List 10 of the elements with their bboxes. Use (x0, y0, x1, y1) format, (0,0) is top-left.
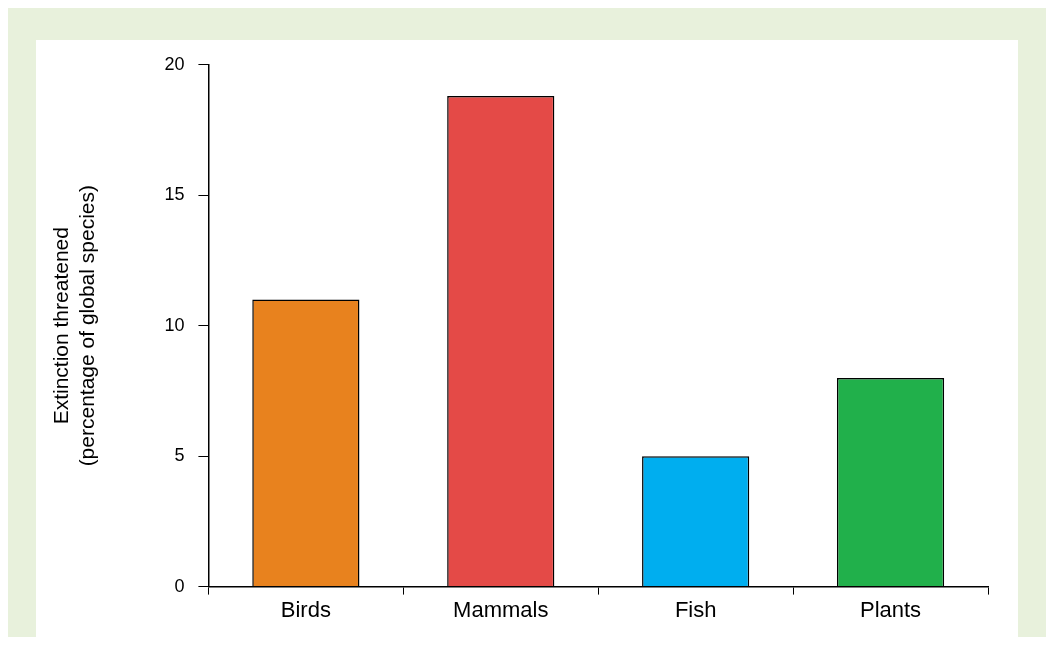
y-tick-label: 20 (164, 53, 185, 74)
y-tick-label: 10 (164, 314, 185, 335)
y-tick-label: 0 (174, 575, 185, 596)
x-tick-label: Fish (674, 596, 717, 622)
x-tick-label: Birds (280, 596, 331, 622)
y-axis-title: Extinction threatened (percentage of global species) (49, 185, 98, 467)
y-tick-label: 15 (164, 184, 185, 205)
x-tick-label: Mammals (453, 596, 549, 622)
y-tick-label: 5 (174, 445, 185, 466)
x-tick-label: Plants (859, 596, 922, 622)
